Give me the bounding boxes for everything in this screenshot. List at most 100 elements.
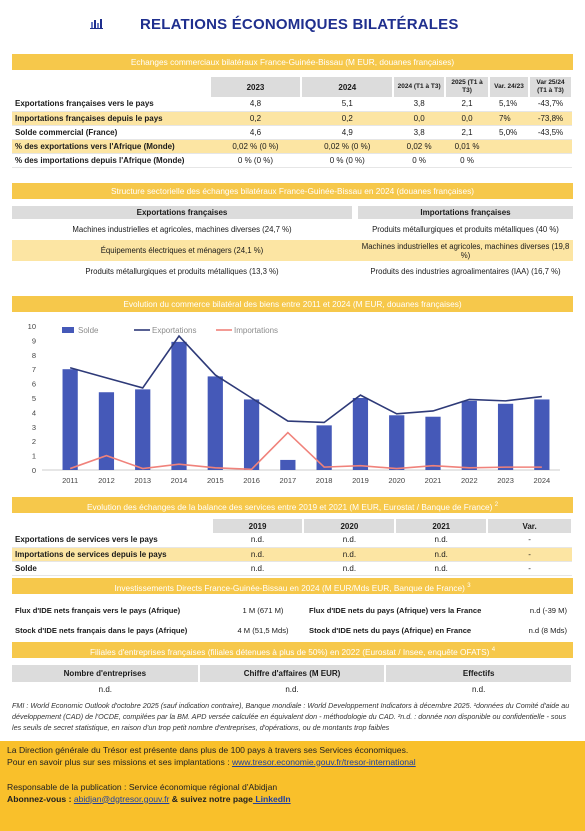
linkedin-link[interactable]: LinkedIn xyxy=(252,793,291,804)
table-cell: 4,6 xyxy=(209,125,302,140)
table-cell: -73,8% xyxy=(528,111,572,126)
trade-table: 2023 2024 2024 (T1 à T3) 2025 (T1 à T3) … xyxy=(12,77,574,168)
table-cell: 1 M (671 M) xyxy=(242,605,284,615)
table-cell: -43,7% xyxy=(528,97,572,112)
table-cell: 0,02 % (0 %) xyxy=(301,139,394,154)
legend-swatch xyxy=(62,327,74,333)
imports-header: Importations françaises xyxy=(358,206,573,219)
footnote-ref: 4 xyxy=(491,647,496,653)
bar-solde xyxy=(461,400,477,470)
table-cell: 7% xyxy=(489,111,529,126)
exports-header: Exportations françaises xyxy=(12,206,352,219)
y-tick-label: 2 xyxy=(32,437,36,446)
services-header-cell xyxy=(12,519,213,533)
footer: La Direction générale du Trésor est prés… xyxy=(0,741,585,831)
table-cell: 0 % xyxy=(445,153,490,168)
table-cell: - xyxy=(487,547,572,562)
footer-text: & suivez notre page xyxy=(169,793,253,804)
y-tick-label: 3 xyxy=(32,423,36,432)
row-label: % des importations depuis l'Afrique (Mon… xyxy=(12,153,210,168)
legend-label: Importations xyxy=(234,326,278,335)
row-label: Stock d'IDE nets du pays (Afrique) en Fr… xyxy=(309,625,472,635)
section-title: Evolution des échanges de la balance des… xyxy=(86,501,493,512)
services-header: 2019 2020 2021 Var. xyxy=(12,519,573,533)
table-cell: 0,0 xyxy=(445,111,490,126)
table-cell: n.d. xyxy=(395,547,488,562)
line-importations xyxy=(69,431,542,471)
legend-label: Exportations xyxy=(152,326,196,335)
table-cell: Produits métallurgiques et produits méta… xyxy=(85,267,279,276)
table-cell: 0,02 % (0 %) xyxy=(209,139,302,154)
bar-solde xyxy=(352,398,369,470)
table-cell: 5,0% xyxy=(489,125,529,140)
table-cell xyxy=(528,153,572,168)
table-cell: 0,2 xyxy=(209,111,302,126)
footer-text: Pour en savoir plus sur ses missions et … xyxy=(7,756,232,767)
legend-label: Solde xyxy=(78,326,99,335)
table-cell: 0,2 xyxy=(301,111,394,126)
table-row: % des exportations vers l'Afrique (Monde… xyxy=(12,139,572,154)
table-cell: n.d. xyxy=(98,685,113,694)
x-tick-label: 2023 xyxy=(497,476,514,485)
table-cell: -43,5% xyxy=(528,125,572,140)
table-cell: 3,8 xyxy=(393,97,446,112)
table-row: Solde commercial (France) 4,6 4,9 3,8 2,… xyxy=(12,125,572,140)
x-tick-label: 2018 xyxy=(316,476,333,485)
filiales-header: Nombre d'entreprises Chiffre d'affaires … xyxy=(12,665,573,682)
table-cell: 4,8 xyxy=(209,97,302,112)
table-cell: n.d. xyxy=(395,533,488,548)
y-tick-label: 8 xyxy=(32,351,36,360)
table-cell: 4,9 xyxy=(301,125,394,140)
row-label: Solde xyxy=(12,561,212,576)
services-table: 2019 2020 2021 Var. Exportations de serv… xyxy=(12,519,573,576)
bar-solde xyxy=(98,392,115,470)
y-tick-label: 10 xyxy=(28,322,36,331)
table-cell: n.d. xyxy=(395,561,488,576)
trade-header-cell: Var. 24/23 xyxy=(489,77,530,97)
x-tick-label: 2020 xyxy=(388,476,405,485)
table-cell: n.d. xyxy=(211,561,304,576)
table-cell: 4 M (51,5 Mds) xyxy=(237,625,289,635)
table-cell: n.d. xyxy=(303,533,396,548)
x-tick-label: 2012 xyxy=(98,476,115,485)
row-label: Flux d'IDE nets du pays (Afrique) vers l… xyxy=(309,605,482,615)
table-row: Flux d'IDE nets français vers le pays (A… xyxy=(12,600,573,620)
table-cell xyxy=(489,139,529,154)
tresor-international-link[interactable]: www.tresor.economie.gouv.fr/tresor-inter… xyxy=(231,756,416,767)
footer-line1: La Direction générale du Trésor est prés… xyxy=(7,745,409,755)
x-tick-label: 2024 xyxy=(534,476,551,485)
table-cell: - xyxy=(487,533,572,548)
section-header-trade: Echanges commerciaux bilatéraux France-G… xyxy=(12,54,573,70)
section-title: Investissements Directs France-Guinée-Bi… xyxy=(114,582,465,593)
row-label: Importations de services depuis le pays xyxy=(12,547,212,562)
bar-solde xyxy=(534,399,550,470)
table-cell xyxy=(489,153,529,168)
table-row: Stock d'IDE nets français dans le pays (… xyxy=(12,620,573,640)
row-label: Exportations de services vers le pays xyxy=(12,533,212,548)
table-cell: 2,1 xyxy=(445,125,490,140)
footer-text: Abonnez-vous : xyxy=(7,793,74,804)
row-label: Solde commercial (France) xyxy=(12,125,210,140)
trade-header-cell: 2024 xyxy=(301,77,395,97)
x-tick-label: 2022 xyxy=(461,476,478,485)
email-link[interactable]: abidjan@dgtresor.gouv.fr xyxy=(73,793,170,804)
row-label: Flux d'IDE nets français vers le pays (A… xyxy=(15,605,181,615)
bar-solde xyxy=(62,369,78,470)
y-tick-label: 7 xyxy=(32,365,36,374)
page-header: RELATIONS ÉCONOMIQUES BILATÉRALES xyxy=(0,0,585,46)
trade-header-cell: 2024 (T1 à T3) xyxy=(393,77,447,97)
row-label: Stock d'IDE nets français dans le pays (… xyxy=(15,625,188,635)
bar-solde xyxy=(135,389,151,470)
trade-header-cell: Var 25/24 (T1 à T3) xyxy=(528,77,574,97)
y-tick-label: 1 xyxy=(32,452,36,461)
table-cell xyxy=(528,139,572,154)
table-cell: n.d. xyxy=(472,685,486,694)
filiales-header-cell: Nombre d'entreprises xyxy=(12,665,200,682)
table-row: Importations françaises depuis le pays 0… xyxy=(12,111,572,126)
table-cell: Machines industrielles et agricoles, mac… xyxy=(72,225,292,234)
table-cell: 0 % (0 %) xyxy=(301,153,394,168)
row-label: % des exportations vers l'Afrique (Monde… xyxy=(12,139,210,154)
services-header-cell: 2019 xyxy=(211,519,305,533)
source-notes: FMI : World Economic Outlook d'octobre 2… xyxy=(12,701,570,732)
table-cell: n.d. xyxy=(303,561,396,576)
